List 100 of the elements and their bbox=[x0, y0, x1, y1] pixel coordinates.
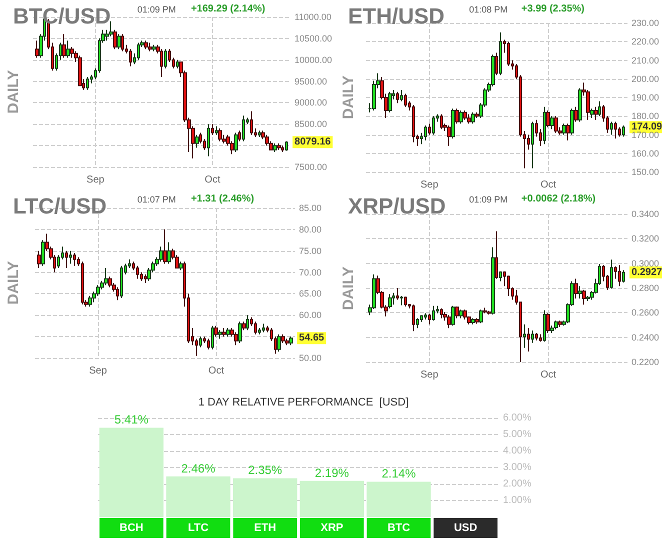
candlestick bbox=[558, 320, 562, 328]
candlestick bbox=[207, 338, 210, 350]
y-tick-label: 150.00 bbox=[631, 167, 660, 177]
candlestick bbox=[104, 268, 108, 286]
candlestick bbox=[428, 313, 431, 325]
y-tick-label: 65.00 bbox=[299, 288, 322, 299]
text: 01:08 PM bbox=[469, 4, 508, 14]
y-tick-label: 0.3000 bbox=[631, 258, 660, 268]
candlestick bbox=[590, 108, 594, 118]
candlestick bbox=[195, 134, 199, 148]
candlestick bbox=[262, 323, 265, 333]
candlestick bbox=[479, 309, 483, 324]
x-tick-label: ETH bbox=[254, 522, 276, 534]
candlestick bbox=[160, 48, 163, 78]
candlestick bbox=[614, 121, 617, 139]
candlestick bbox=[622, 270, 625, 283]
y-tick-label: 3.00% bbox=[503, 462, 532, 473]
y-tick-label: 85.00 bbox=[299, 203, 322, 213]
candlestick bbox=[144, 40, 148, 50]
candlestick bbox=[424, 124, 427, 141]
candlestick bbox=[570, 108, 574, 136]
candlestick bbox=[459, 110, 463, 124]
candlestick bbox=[531, 121, 534, 169]
y-tick-label: 9000.00 bbox=[294, 98, 328, 108]
candlestick bbox=[428, 123, 431, 136]
candlestick bbox=[218, 128, 222, 142]
candlestick bbox=[432, 305, 435, 322]
candlestick bbox=[412, 104, 415, 143]
annotation: 8079.16 bbox=[294, 136, 332, 148]
text: +3.99 (2.35%) bbox=[521, 4, 584, 14]
y-tick-label: 50.00 bbox=[299, 353, 322, 363]
candlestick bbox=[499, 270, 502, 282]
candlestick bbox=[463, 110, 467, 120]
candlestick bbox=[265, 134, 269, 146]
candlestick bbox=[277, 142, 281, 150]
candlestick bbox=[400, 90, 403, 102]
candlestick bbox=[41, 240, 45, 266]
candlestick bbox=[495, 52, 498, 76]
y-tick-label: 230.00 bbox=[631, 18, 660, 28]
y-tick-label: 0.3400 bbox=[631, 209, 660, 219]
candlestick bbox=[447, 124, 451, 146]
y-tick-label: 0.2600 bbox=[631, 308, 660, 318]
candlestick bbox=[404, 296, 407, 307]
candlestick bbox=[136, 265, 139, 280]
candlestick bbox=[432, 116, 435, 136]
candlestick bbox=[179, 261, 183, 271]
text: 01:09 PM bbox=[469, 194, 508, 204]
y-tick-label: 10500.00 bbox=[294, 33, 332, 44]
candlestick bbox=[88, 295, 92, 308]
chart-title: LTC/USD bbox=[13, 194, 107, 218]
candlestick bbox=[137, 42, 140, 60]
candlestick bbox=[471, 112, 475, 124]
x-tick-label: LTC bbox=[188, 522, 209, 534]
candlestick bbox=[109, 20, 113, 37]
y-tick-label: 0.2400 bbox=[631, 332, 660, 342]
candlestick bbox=[250, 110, 253, 136]
candlestick bbox=[164, 48, 167, 69]
candlestick bbox=[117, 34, 121, 50]
candlestick bbox=[242, 321, 246, 331]
candlestick bbox=[238, 130, 241, 142]
x-tick-label: USD bbox=[454, 522, 478, 534]
chart-title: ETH/USD bbox=[348, 4, 445, 28]
data-label: 2.19% bbox=[314, 466, 350, 480]
candlestick bbox=[412, 304, 415, 332]
annotation: 54.65 bbox=[299, 332, 325, 344]
y-tick-label: 11000.00 bbox=[294, 12, 332, 22]
text: +0.0062 (2.18%) bbox=[521, 194, 596, 204]
text: 01:09 PM bbox=[137, 4, 176, 14]
candlestick bbox=[207, 124, 210, 157]
candlestick bbox=[66, 40, 70, 58]
candlestick bbox=[487, 310, 491, 316]
y-tick-label: 5.00% bbox=[503, 429, 532, 440]
candlestick bbox=[120, 265, 123, 298]
candlestick bbox=[543, 310, 546, 342]
candlestick bbox=[289, 336, 293, 346]
candlestick bbox=[483, 307, 487, 314]
candlestick bbox=[440, 308, 443, 319]
candlestick bbox=[491, 246, 495, 316]
y-tick-label: 200.00 bbox=[631, 74, 660, 84]
y-tick-label: 1.00% bbox=[503, 495, 532, 506]
candlestick bbox=[73, 252, 76, 266]
candlestick bbox=[451, 305, 455, 326]
data-label: 2.35% bbox=[248, 463, 282, 478]
candlestick bbox=[176, 59, 179, 69]
candlestick bbox=[226, 328, 230, 338]
y-tick-label: 80.00 bbox=[299, 224, 322, 234]
candlestick bbox=[285, 338, 289, 346]
candlestick bbox=[582, 289, 586, 306]
candlestick bbox=[81, 261, 84, 305]
candlestick bbox=[258, 130, 261, 138]
candlestick bbox=[554, 320, 558, 330]
y-tick-label: 0.3200 bbox=[631, 234, 660, 244]
candlestick bbox=[218, 330, 222, 340]
x-tick-label: Oct bbox=[208, 366, 224, 376]
candlestick bbox=[416, 318, 419, 329]
y-tick-label: 7500.00 bbox=[294, 162, 328, 172]
y-tick-label: 190.00 bbox=[631, 92, 660, 102]
candlestick bbox=[475, 318, 479, 324]
chart-title: XRP/USD bbox=[348, 194, 446, 218]
candlestick bbox=[404, 93, 407, 108]
